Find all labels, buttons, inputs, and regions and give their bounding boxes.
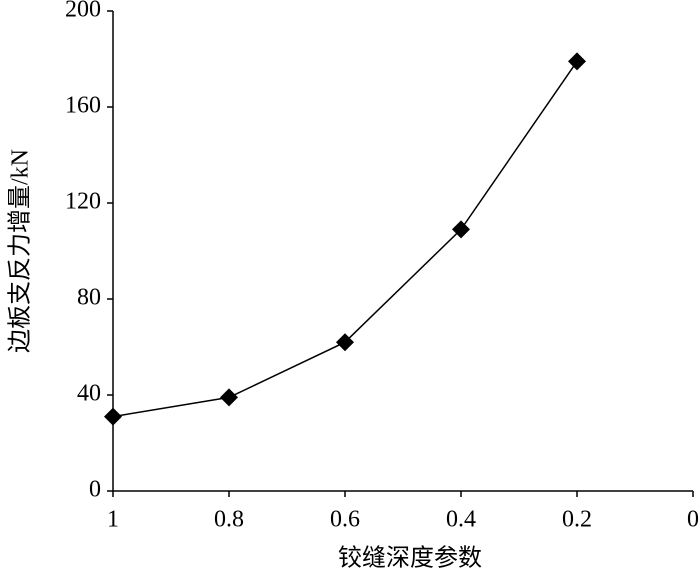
x-axis-label: 铰缝深度参数: [338, 545, 482, 572]
data-line: [112, 60, 578, 418]
marker: [220, 388, 238, 407]
x-tick-label: 0.6: [330, 507, 360, 533]
y-tick-label: 40: [77, 381, 101, 407]
x-tick-label: 0.8: [214, 507, 244, 533]
y-tick-label: 0: [89, 477, 101, 503]
marker: [452, 220, 470, 239]
y-tick-label: 120: [65, 189, 101, 215]
y-tick-label: 160: [65, 93, 101, 119]
y-tick-label: 80: [77, 285, 101, 311]
x-tick-label: 0.4: [446, 507, 476, 533]
y-tick-label: 200: [65, 0, 101, 23]
marker: [336, 333, 354, 352]
x-tick-label: 1: [107, 507, 119, 533]
marker: [104, 407, 122, 426]
y-axis-label: 边板支反力增量/kN: [7, 149, 34, 353]
x-tick-label: 0.2: [562, 507, 592, 533]
x-tick-label: 0: [687, 507, 699, 533]
marker: [568, 52, 586, 71]
